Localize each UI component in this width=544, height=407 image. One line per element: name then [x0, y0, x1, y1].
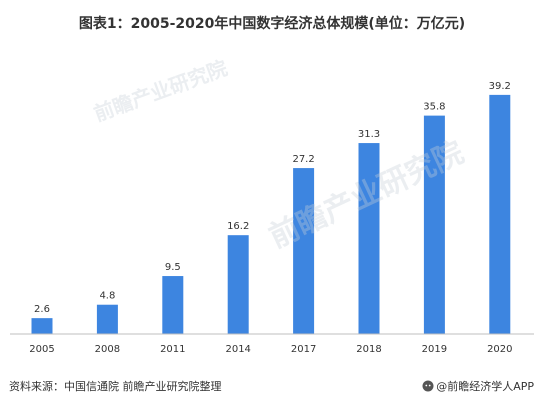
bars-layer: 2.6 2005 4.8 2008 9.5 2011 16.2 2014 27.2 2017 31.…: [29, 81, 512, 355]
x-tick-2017: 2017: [291, 344, 316, 355]
data-label-2008: 4.8: [99, 291, 115, 302]
x-tick-2008: 2008: [95, 344, 120, 355]
bar-2020: [489, 94, 511, 334]
x-tick-2014: 2014: [225, 344, 250, 355]
x-tick-2011: 2011: [160, 344, 185, 355]
bar-2005: [31, 318, 53, 334]
data-label-2020: 39.2: [489, 81, 511, 92]
bar-2008: [96, 304, 118, 334]
wechat-icon: [422, 380, 434, 392]
x-tick-2005: 2005: [29, 344, 54, 355]
data-label-2014: 16.2: [227, 221, 249, 232]
x-tick-2018: 2018: [356, 344, 381, 355]
bar-2019: [423, 115, 445, 335]
source-note: 资料来源：中国信通院 前瞻产业研究院整理: [9, 380, 222, 393]
chart-title: 图表1：2005-2020年中国数字经济总体规模(单位：万亿元): [78, 16, 466, 32]
bar-2011: [162, 276, 184, 334]
data-label-2019: 35.8: [423, 102, 445, 113]
data-label-2005: 2.6: [34, 304, 50, 315]
bar-2018: [358, 143, 380, 334]
data-label-2018: 31.3: [358, 129, 380, 140]
bar-2014: [227, 235, 249, 334]
x-tick-2020: 2020: [487, 344, 512, 355]
data-label-2017: 27.2: [292, 154, 314, 165]
data-label-2011: 9.5: [165, 262, 181, 273]
brand-credit: @前瞻经济学人APP: [422, 378, 534, 394]
brand-text: @前瞻经济学人APP: [436, 380, 534, 393]
bar-2017: [293, 168, 315, 334]
x-tick-2019: 2019: [422, 344, 447, 355]
